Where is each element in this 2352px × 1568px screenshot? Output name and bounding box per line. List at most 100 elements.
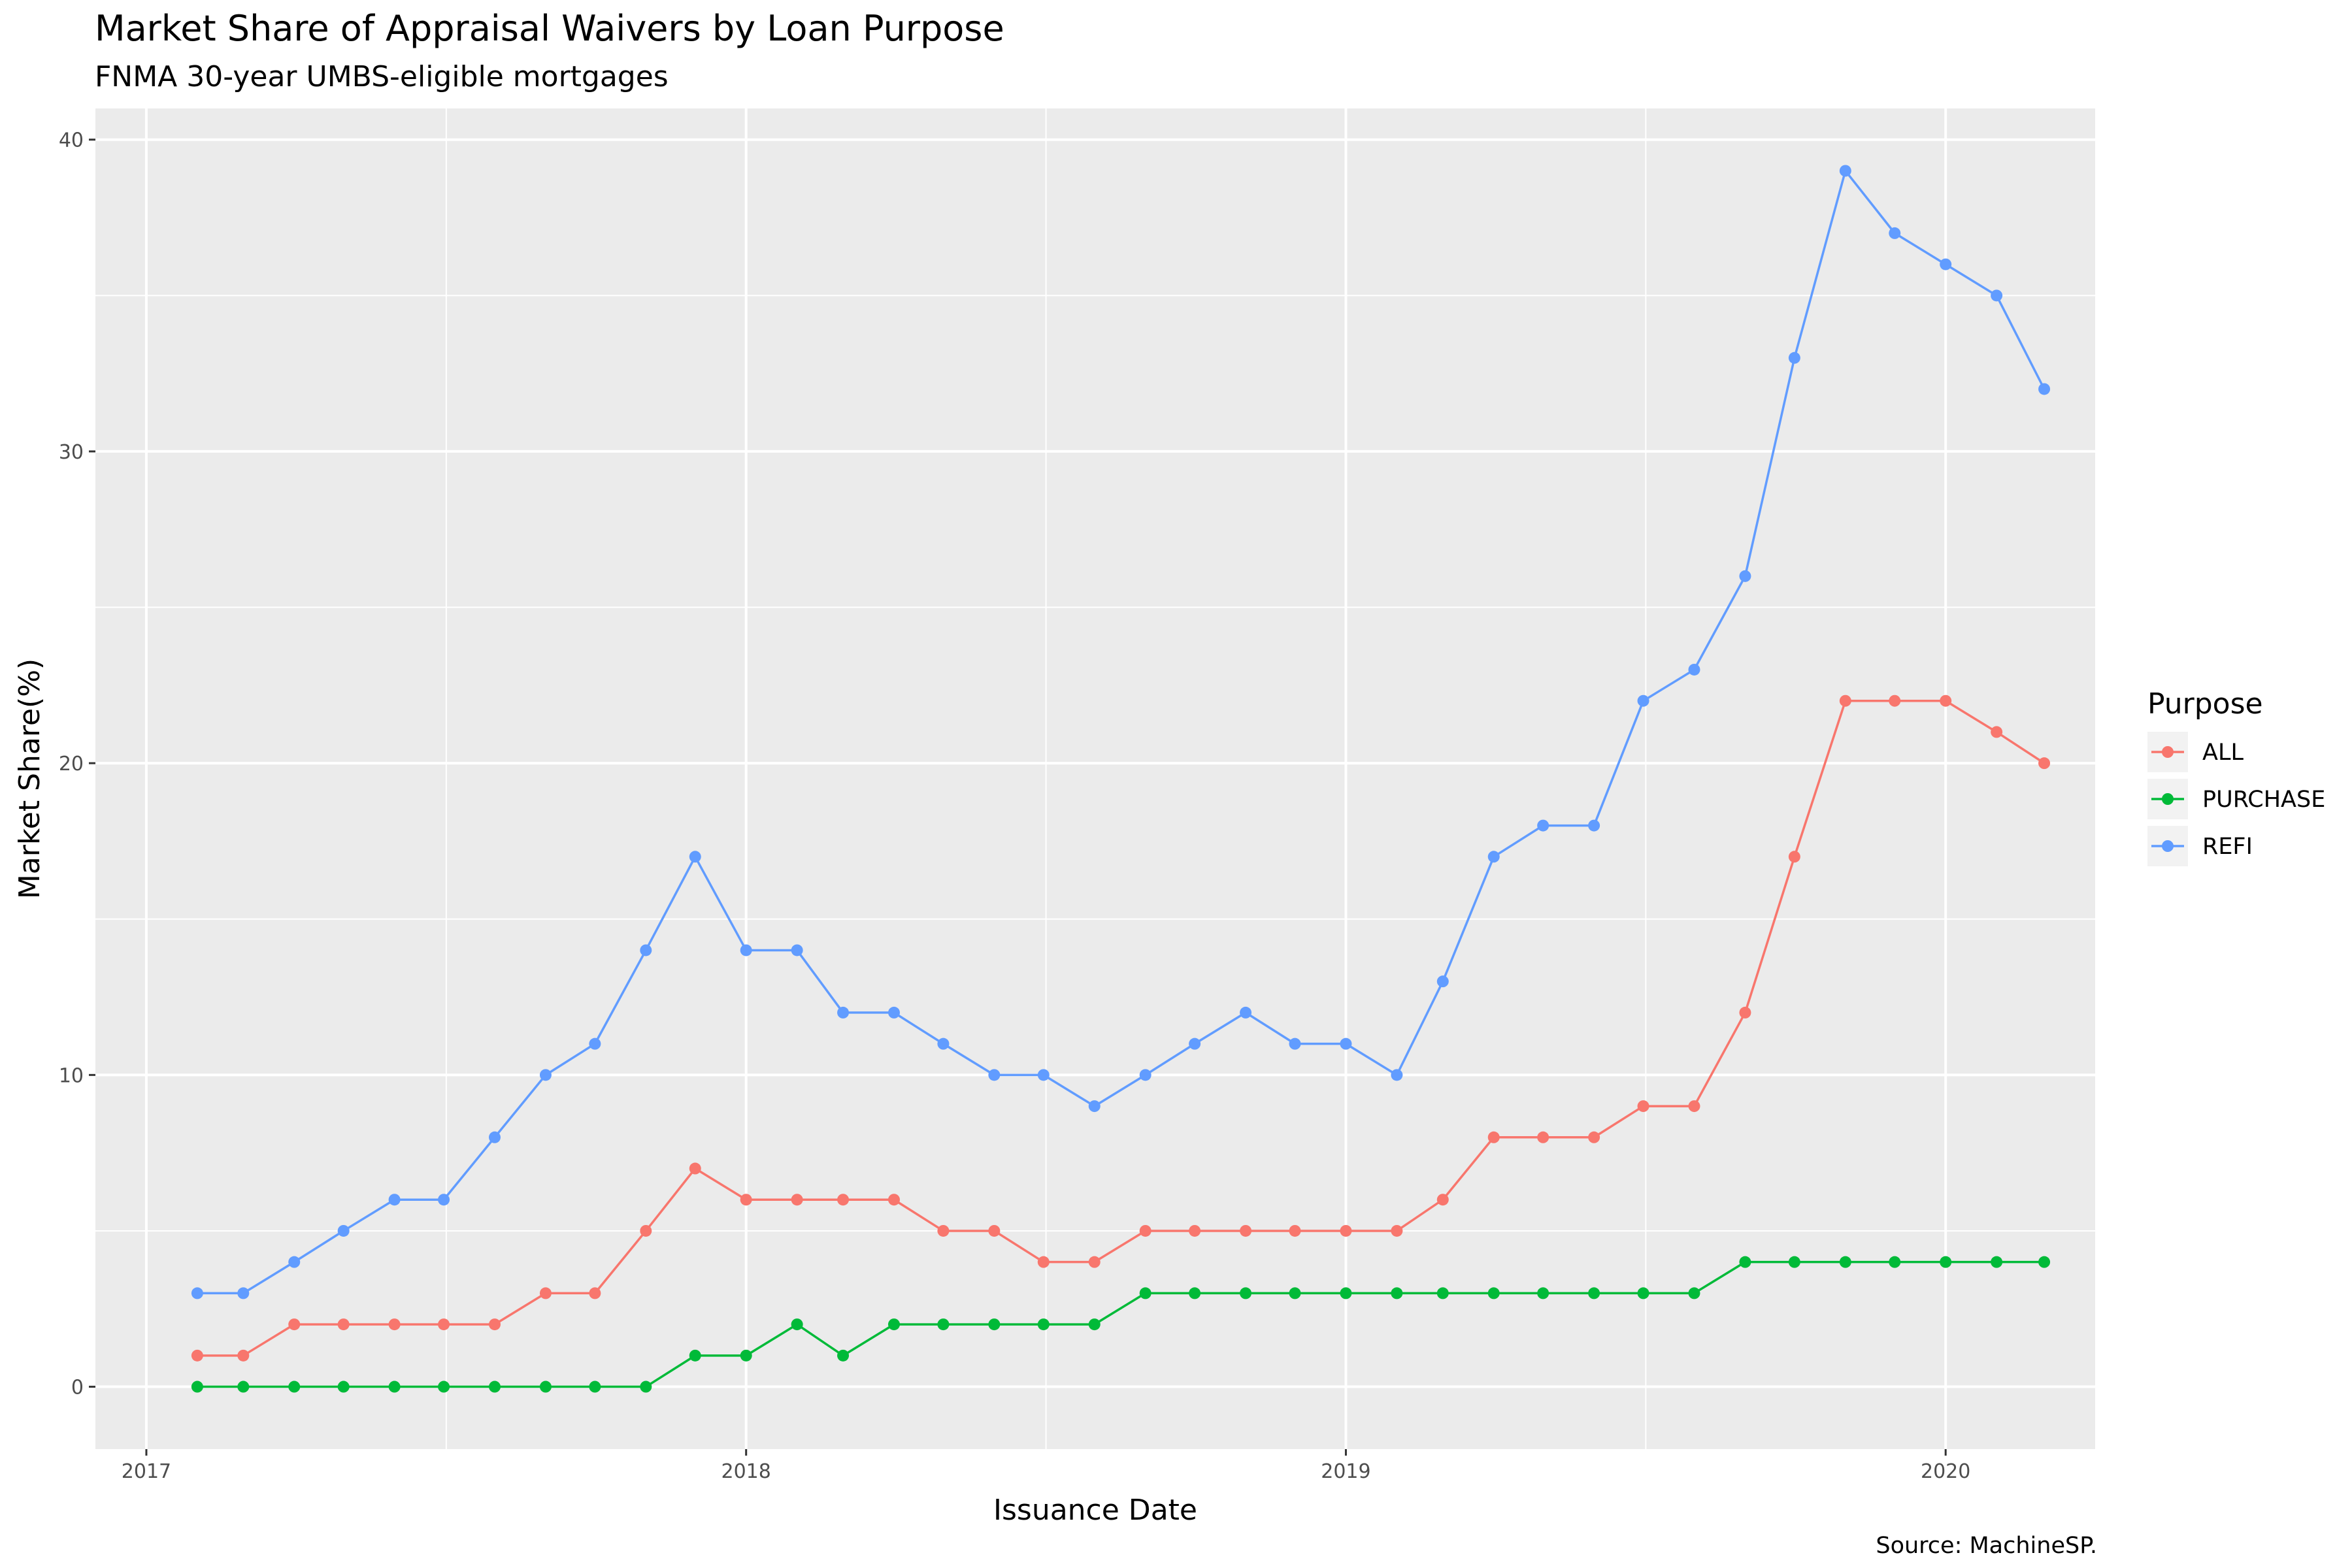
data-point-purchase <box>237 1380 250 1393</box>
data-point-refi <box>1289 1037 1301 1050</box>
data-point-all <box>539 1287 552 1299</box>
data-point-all <box>937 1224 950 1237</box>
series-refi <box>191 165 2051 1299</box>
data-point-refi <box>337 1224 350 1237</box>
data-point-all <box>1637 1100 1649 1113</box>
series-all <box>191 694 2051 1362</box>
x-axis: 2017 2018 2019 2020 <box>122 1449 1970 1483</box>
data-point-refi <box>988 1069 1001 1081</box>
data-point-purchase <box>1487 1287 1500 1299</box>
x-axis-title: Issuance Date <box>993 1494 1197 1527</box>
data-point-all <box>1688 1100 1700 1113</box>
data-point-all <box>288 1318 301 1331</box>
legend-label: PURCHASE <box>2202 787 2325 813</box>
data-point-all <box>1289 1224 1301 1237</box>
data-point-refi <box>288 1256 301 1268</box>
data-point-purchase <box>589 1380 601 1393</box>
data-point-purchase <box>438 1380 450 1393</box>
x-tick-label: 2020 <box>1921 1460 1970 1483</box>
data-point-purchase <box>1240 1287 1252 1299</box>
data-point-refi <box>1088 1100 1101 1113</box>
data-point-purchase <box>288 1380 301 1393</box>
data-point-all <box>837 1194 850 1206</box>
data-point-purchase <box>1340 1287 1352 1299</box>
legend-label: REFI <box>2202 834 2253 860</box>
y-tick-label: 20 <box>59 753 84 776</box>
data-point-purchase <box>1189 1287 1201 1299</box>
data-point-purchase <box>689 1349 701 1362</box>
data-point-refi <box>689 851 701 863</box>
data-point-all <box>887 1194 900 1206</box>
data-point-refi <box>887 1006 900 1019</box>
legend-item-refi: REFI <box>2147 826 2253 866</box>
data-point-all <box>1189 1224 1201 1237</box>
legend-key-point <box>2162 840 2174 852</box>
data-point-all <box>1940 694 1952 707</box>
plot-panel <box>95 108 2095 1449</box>
y-axis-title: Market Share(%) <box>13 659 46 899</box>
data-point-all <box>1537 1131 1549 1143</box>
data-point-refi <box>740 944 752 956</box>
data-point-purchase <box>1139 1287 1151 1299</box>
data-point-refi <box>1739 570 1751 582</box>
data-point-all <box>438 1318 450 1331</box>
data-point-refi <box>1436 975 1449 988</box>
y-tick-label: 40 <box>59 129 84 152</box>
data-point-purchase <box>988 1318 1001 1331</box>
data-point-all <box>1037 1256 1050 1268</box>
series-layer <box>191 165 2051 1393</box>
data-point-purchase <box>1289 1287 1301 1299</box>
data-point-purchase <box>539 1380 552 1393</box>
data-point-refi <box>191 1287 203 1299</box>
data-point-purchase <box>887 1318 900 1331</box>
data-point-refi <box>237 1287 250 1299</box>
data-point-purchase <box>1739 1256 1751 1268</box>
data-point-purchase <box>191 1380 203 1393</box>
data-point-purchase <box>2038 1256 2051 1268</box>
chart-subtitle: FNMA 30-year UMBS-eligible mortgages <box>95 60 669 93</box>
series-line-purchase <box>197 1260 2045 1388</box>
data-point-refi <box>589 1037 601 1050</box>
data-point-purchase <box>791 1318 803 1331</box>
data-point-all <box>1436 1194 1449 1206</box>
data-point-refi <box>1788 351 1800 364</box>
data-point-refi <box>1940 258 1952 270</box>
series-line-refi <box>197 169 2046 1295</box>
data-point-refi <box>438 1194 450 1206</box>
data-point-refi <box>1189 1037 1201 1050</box>
legend-title: Purpose <box>2147 687 2263 721</box>
data-point-purchase <box>1037 1318 1050 1331</box>
data-point-refi <box>2038 383 2051 395</box>
data-point-all <box>791 1194 803 1206</box>
data-point-purchase <box>1788 1256 1800 1268</box>
data-point-refi <box>1037 1069 1050 1081</box>
data-point-purchase <box>937 1318 950 1331</box>
data-point-purchase <box>488 1380 501 1393</box>
y-tick-label: 30 <box>59 441 84 464</box>
data-point-all <box>488 1318 501 1331</box>
data-point-all <box>689 1162 701 1175</box>
data-point-all <box>740 1194 752 1206</box>
legend-item-all: ALL <box>2147 732 2244 772</box>
data-point-purchase <box>1436 1287 1449 1299</box>
data-point-purchase <box>1889 1256 1901 1268</box>
x-tick-label: 2017 <box>122 1460 171 1483</box>
data-point-all <box>388 1318 401 1331</box>
data-point-refi <box>1391 1069 1403 1081</box>
data-point-purchase <box>1637 1287 1649 1299</box>
data-point-all <box>1139 1224 1151 1237</box>
x-tick-label: 2019 <box>1321 1460 1370 1483</box>
data-point-refi <box>1688 663 1700 676</box>
data-point-purchase <box>740 1349 752 1362</box>
data-point-all <box>1588 1131 1600 1143</box>
data-point-all <box>1889 694 1901 707</box>
data-point-refi <box>1839 165 1851 177</box>
data-point-all <box>589 1287 601 1299</box>
minor-grid <box>95 108 2095 1449</box>
data-point-purchase <box>1537 1287 1549 1299</box>
data-point-refi <box>1889 227 1901 239</box>
data-point-purchase <box>640 1380 652 1393</box>
data-point-refi <box>488 1131 501 1143</box>
data-point-purchase <box>388 1380 401 1393</box>
data-point-purchase <box>1940 1256 1952 1268</box>
